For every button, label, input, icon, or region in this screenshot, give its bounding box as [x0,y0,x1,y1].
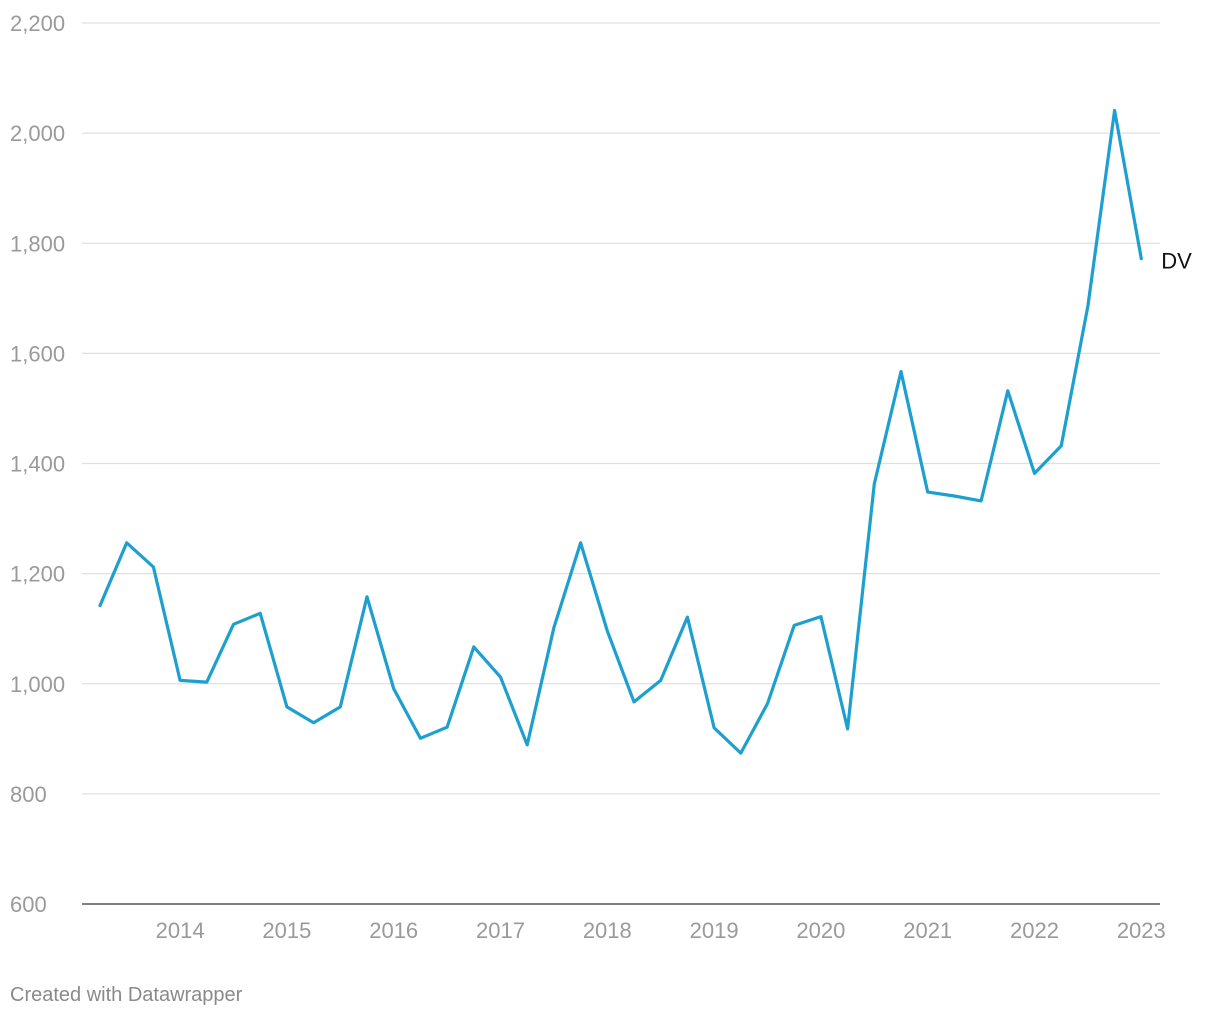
y-tick-label: 600 [10,892,47,917]
x-tick-label: 2022 [1010,918,1059,943]
x-tick-label: 2023 [1117,918,1166,943]
y-tick-label: 1,800 [10,231,65,256]
line-chart: 600 800 1,000 1,200 1,400 1,600 1,800 2,000 2,20… [10,11,1192,943]
x-tick-label: 2015 [262,918,311,943]
y-tick-label: 1,200 [10,562,65,587]
series-line [98,108,1143,755]
y-tick-label: 2,200 [10,11,65,36]
y-tick-label: 1,000 [10,672,65,697]
datawrapper-credit: Created with Datawrapper [10,984,243,1006]
y-axis-tick-labels: 600 800 1,000 1,200 1,400 1,600 1,800 2,000 2,20… [10,11,65,917]
x-tick-label: 2019 [690,918,739,943]
gridlines [82,22,1160,795]
y-tick-label: 800 [10,782,47,807]
x-axis-tick-labels: 2014 2015 2016 2017 2018 2019 2020 2021 2022 2023 [156,918,1166,943]
series-layer: DV [98,108,1192,755]
x-tick-label: 2017 [476,918,525,943]
y-tick-label: 1,400 [10,452,65,477]
y-tick-label: 1,600 [10,341,65,366]
x-tick-label: 2018 [583,918,632,943]
y-tick-label: 2,000 [10,121,65,146]
x-tick-label: 2014 [156,918,205,943]
x-tick-label: 2021 [903,918,952,943]
x-tick-label: 2016 [369,918,418,943]
series-label: DV [1161,249,1192,274]
x-tick-label: 2020 [796,918,845,943]
